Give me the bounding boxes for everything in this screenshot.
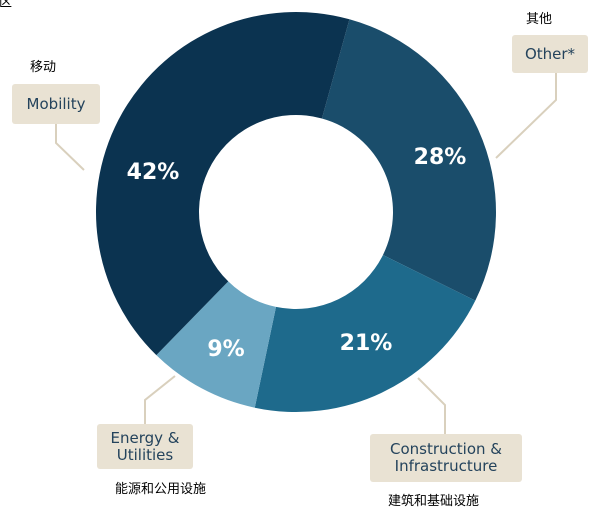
leader-line xyxy=(495,73,557,159)
value-label: 21% xyxy=(340,331,393,356)
category-translation: 其他 xyxy=(526,12,553,27)
donut-segment xyxy=(321,19,496,301)
category-translation: 能源和公用设施 xyxy=(115,482,207,497)
donut-segment xyxy=(254,254,476,412)
leader-line xyxy=(144,375,176,424)
category-label: Other* xyxy=(512,35,588,73)
category-label: Mobility xyxy=(12,84,100,124)
leader-line xyxy=(417,377,446,434)
donut-segment xyxy=(96,11,350,356)
category-label: Energy & Utilities xyxy=(97,424,193,469)
chart-title: 地区 xyxy=(0,0,13,10)
category-translation: 建筑和基础设施 xyxy=(388,494,480,509)
leader-line xyxy=(55,124,85,171)
value-label: 42% xyxy=(127,160,180,185)
value-label: 9% xyxy=(207,337,244,362)
category-label: Construction & Infrastructure xyxy=(370,434,522,482)
leader-lines xyxy=(55,73,557,434)
category-translation: 移动 xyxy=(30,60,57,75)
donut-segment xyxy=(156,281,276,408)
value-label: 28% xyxy=(414,145,467,170)
